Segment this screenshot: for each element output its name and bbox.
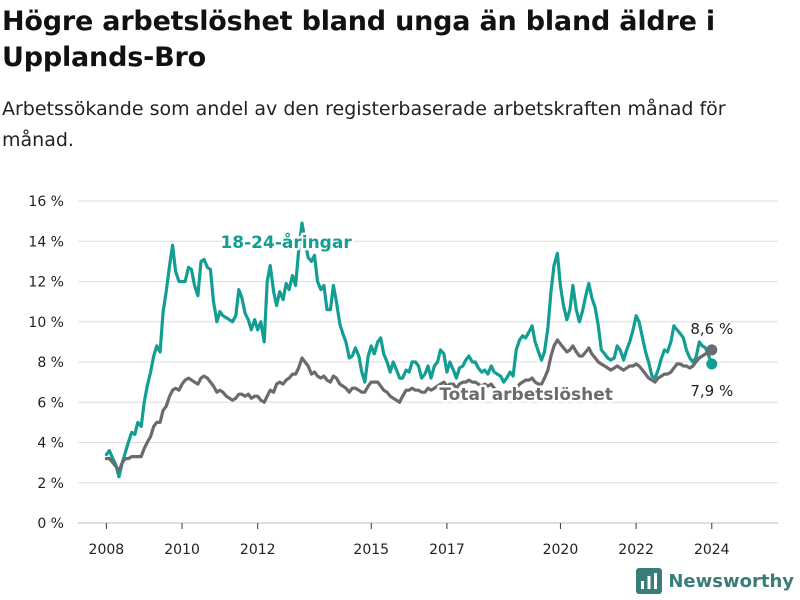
newsworthy-chart-icon	[636, 568, 663, 594]
y-tick-label: 10 %	[28, 315, 64, 331]
newsworthy-logo: Newsworthy	[636, 566, 794, 596]
brand-name: Newsworthy	[668, 570, 794, 592]
total-series-annotation-halo: Total arbetslöshet	[439, 385, 613, 405]
y-tick-label: 16 %	[28, 194, 64, 210]
total-end-label: 8,6 %	[690, 320, 733, 338]
youth-series-annotation-halo: 18-24-åringar	[220, 231, 352, 253]
annotations: 7,9 %8,6 %18-24-åringar18-24-åringarTota…	[218, 229, 733, 408]
total-series-annotation: Total arbetslöshet	[439, 385, 613, 405]
y-tick-label: 12 %	[28, 275, 64, 291]
youth-series-annotation: 18-24-åringar	[220, 231, 352, 253]
youth-series-line	[104, 221, 714, 479]
x-tick-label: 2020	[543, 542, 579, 558]
youth-end-point	[706, 358, 718, 370]
y-tick-label: 0 %	[37, 516, 64, 532]
x-tick-label: 2010	[164, 542, 200, 558]
chart-subtitle: Arbetssökande som andel av den registerb…	[2, 98, 726, 151]
y-tick-label: 14 %	[28, 234, 64, 250]
x-tick-label: 2017	[429, 542, 465, 558]
y-tick-label: 6 %	[37, 395, 64, 411]
x-tick-label: 2015	[353, 542, 389, 558]
x-tick-label: 2022	[618, 542, 654, 558]
x-tick-label: 2008	[89, 542, 125, 558]
y-tick-label: 8 %	[37, 355, 64, 371]
youth-end-label: 7,9 %	[690, 382, 733, 400]
y-axis-ticks: 0 % 2 % 4 % 6 % 8 % 10 % 12 % 14 % 16 %	[28, 194, 64, 532]
x-tick-label: 2012	[240, 542, 276, 558]
total-end-point	[706, 344, 718, 356]
y-tick-label: 2 %	[37, 476, 64, 492]
chart-title: Högre arbetslöshet bland unga än bland ä…	[2, 6, 715, 73]
gridlines	[78, 200, 778, 524]
series-lines	[104, 221, 718, 479]
x-tick-label: 2024	[694, 542, 730, 558]
x-axis-ticks: 2008 2010 2012 2015 2017 2020 2022 2024	[89, 523, 730, 558]
y-tick-label: 4 %	[37, 436, 64, 452]
total-series-line	[104, 338, 714, 473]
